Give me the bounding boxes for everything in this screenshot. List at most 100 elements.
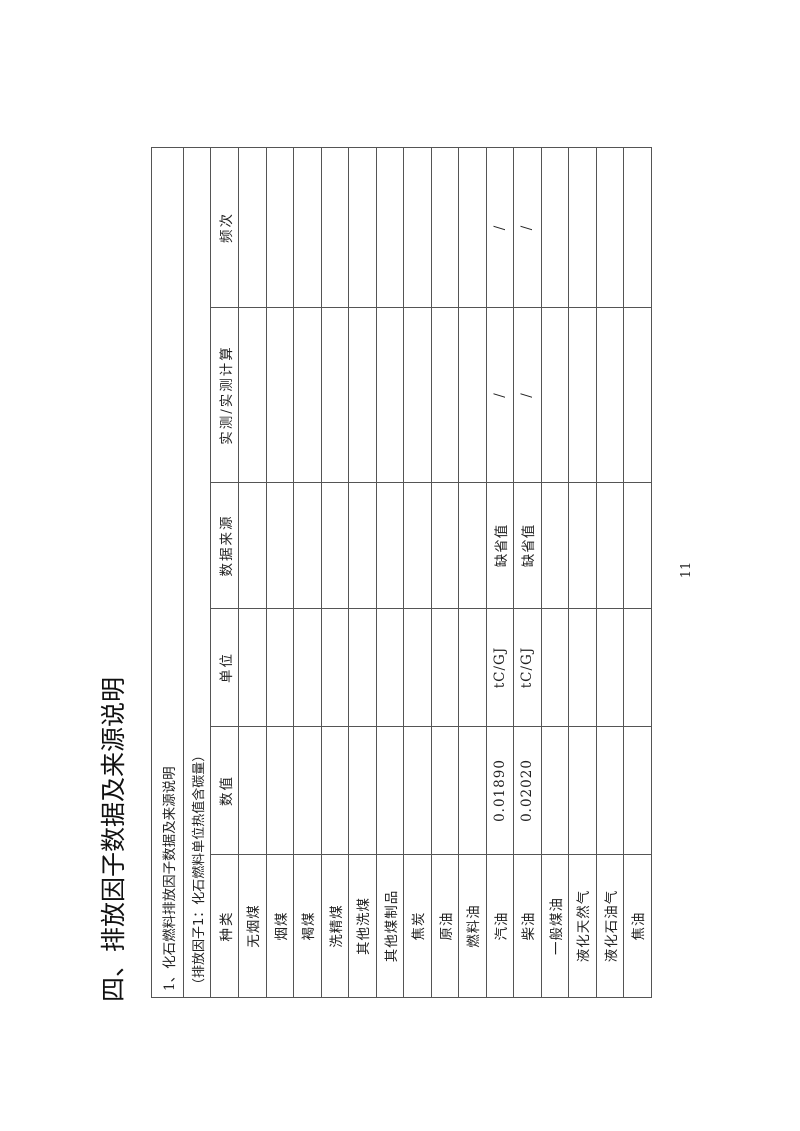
cell-measured xyxy=(293,307,321,483)
cell-type: 柴油 xyxy=(513,854,541,998)
table-row: 其他煤制品 xyxy=(376,147,404,998)
cell-value xyxy=(623,726,651,855)
table-subtitle-row: （排放因子1：化石燃料单位热值含碳量） xyxy=(183,147,211,998)
table-row: 无烟煤 xyxy=(238,147,266,998)
table-header-row: 种类 数值 单位 数据来源 实测/实测计算 频次 xyxy=(210,147,239,998)
header-value: 数值 xyxy=(210,726,239,855)
header-measured: 实测/实测计算 xyxy=(210,307,239,483)
header-unit: 单位 xyxy=(210,608,239,727)
cell-source xyxy=(403,482,431,609)
cell-frequency xyxy=(431,147,459,308)
table-row: 其他洗煤 xyxy=(348,147,376,998)
cell-source: 缺省值 xyxy=(486,482,514,609)
cell-unit xyxy=(541,608,569,727)
cell-unit xyxy=(596,608,624,727)
cell-source xyxy=(266,482,294,609)
cell-unit xyxy=(266,608,294,727)
cell-measured xyxy=(431,307,459,483)
table-row: 褐煤 xyxy=(293,147,321,998)
table-row: 一般煤油 xyxy=(541,147,569,998)
cell-measured xyxy=(348,307,376,483)
cell-source xyxy=(321,482,349,609)
cell-frequency xyxy=(568,147,596,308)
cell-frequency xyxy=(403,147,431,308)
cell-frequency xyxy=(293,147,321,308)
table-section-title: 1、化石燃料排放因子数据及来源说明 xyxy=(151,147,184,998)
cell-unit xyxy=(623,608,651,727)
cell-unit xyxy=(348,608,376,727)
cell-source xyxy=(348,482,376,609)
emission-factor-table-wrapper: 1、化石燃料排放因子数据及来源说明 （排放因子1：化石燃料单位热值含碳量） 种类… xyxy=(151,147,652,998)
cell-frequency xyxy=(321,147,349,308)
cell-type: 褐煤 xyxy=(293,854,321,998)
cell-value xyxy=(238,726,266,855)
cell-type: 一般煤油 xyxy=(541,854,569,998)
cell-measured xyxy=(596,307,624,483)
cell-type: 其他洗煤 xyxy=(348,854,376,998)
cell-type: 烟煤 xyxy=(266,854,294,998)
cell-source xyxy=(541,482,569,609)
cell-value xyxy=(376,726,404,855)
cell-measured xyxy=(568,307,596,483)
cell-frequency xyxy=(541,147,569,308)
cell-source xyxy=(568,482,596,609)
cell-source xyxy=(623,482,651,609)
table-row: 液化石油气 xyxy=(596,147,624,998)
cell-frequency xyxy=(266,147,294,308)
cell-frequency xyxy=(238,147,266,308)
cell-value xyxy=(458,726,486,855)
cell-measured xyxy=(623,307,651,483)
cell-frequency: / xyxy=(513,147,541,308)
cell-type: 原油 xyxy=(431,854,459,998)
page-number: 11 xyxy=(679,561,694,579)
table-section-title-row: 1、化石燃料排放因子数据及来源说明 xyxy=(151,147,184,998)
cell-source xyxy=(431,482,459,609)
cell-frequency xyxy=(596,147,624,308)
cell-measured xyxy=(321,307,349,483)
cell-value xyxy=(568,726,596,855)
cell-source xyxy=(458,482,486,609)
header-source: 数据来源 xyxy=(210,482,239,609)
section-heading: 四、排放因子数据及来源说明 xyxy=(99,676,128,1002)
cell-frequency xyxy=(348,147,376,308)
cell-measured xyxy=(541,307,569,483)
cell-type: 液化天然气 xyxy=(568,854,596,998)
cell-source xyxy=(293,482,321,609)
cell-value xyxy=(596,726,624,855)
table-row: 汽油 0.01890 tC/GJ 缺省值 / / xyxy=(486,147,514,998)
cell-unit xyxy=(238,608,266,727)
table-row: 焦油 xyxy=(623,147,651,998)
cell-unit xyxy=(321,608,349,727)
cell-unit xyxy=(376,608,404,727)
cell-frequency: / xyxy=(486,147,514,308)
table-row: 原油 xyxy=(431,147,459,998)
table-row: 燃料油 xyxy=(458,147,486,998)
cell-unit xyxy=(431,608,459,727)
cell-value xyxy=(293,726,321,855)
header-type: 种类 xyxy=(210,854,239,998)
cell-unit xyxy=(458,608,486,727)
cell-type: 燃料油 xyxy=(458,854,486,998)
cell-unit: tC/GJ xyxy=(486,608,514,727)
emission-factor-table: 1、化石燃料排放因子数据及来源说明 （排放因子1：化石燃料单位热值含碳量） 种类… xyxy=(151,147,652,998)
cell-type: 汽油 xyxy=(486,854,514,998)
cell-value xyxy=(403,726,431,855)
cell-frequency xyxy=(376,147,404,308)
cell-measured xyxy=(458,307,486,483)
cell-unit xyxy=(293,608,321,727)
cell-value xyxy=(321,726,349,855)
cell-value: 0.02020 xyxy=(513,726,541,855)
cell-source xyxy=(238,482,266,609)
cell-value xyxy=(266,726,294,855)
cell-type: 无烟煤 xyxy=(238,854,266,998)
cell-measured xyxy=(266,307,294,483)
table-row: 洗精煤 xyxy=(321,147,349,998)
cell-value xyxy=(348,726,376,855)
cell-type: 洗精煤 xyxy=(321,854,349,998)
table-subtitle: （排放因子1：化石燃料单位热值含碳量） xyxy=(183,147,211,998)
cell-measured: / xyxy=(513,307,541,483)
cell-value xyxy=(431,726,459,855)
cell-type: 焦炭 xyxy=(403,854,431,998)
cell-unit xyxy=(568,608,596,727)
table-row: 烟煤 xyxy=(266,147,294,998)
